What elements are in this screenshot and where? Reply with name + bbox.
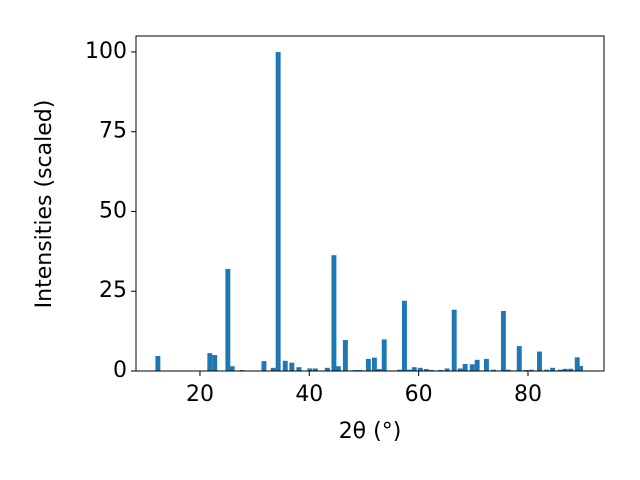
bar	[282, 360, 288, 371]
bar	[324, 367, 330, 371]
bar	[550, 367, 556, 371]
y-axis-label: Intensities (scaled)	[32, 100, 57, 309]
bar	[342, 340, 348, 371]
y-tick-label: 0	[113, 358, 127, 383]
bar	[401, 300, 407, 371]
bar	[457, 368, 463, 371]
bar	[544, 369, 550, 371]
x-axis-label: 2θ (°)	[339, 419, 402, 444]
bar	[537, 351, 542, 371]
bar	[275, 51, 281, 371]
x-tick-label: 60	[405, 382, 433, 407]
bar	[229, 366, 235, 371]
bar	[331, 255, 337, 371]
y-tick-label: 100	[85, 39, 127, 64]
bar	[406, 369, 412, 371]
bar	[225, 268, 231, 371]
bar	[335, 366, 341, 371]
y-tick-label: 50	[99, 198, 127, 223]
x-tick-label: 40	[295, 382, 323, 407]
bar	[562, 368, 568, 371]
bar	[557, 369, 563, 371]
bar	[444, 368, 450, 371]
bar	[483, 358, 489, 371]
bar	[574, 357, 580, 371]
x-tick-label: 80	[514, 382, 542, 407]
bar	[376, 369, 382, 371]
bar	[307, 368, 313, 371]
bar	[568, 368, 574, 371]
bar	[270, 367, 276, 371]
bar	[411, 367, 417, 371]
bar	[505, 369, 511, 371]
bar	[155, 356, 161, 371]
bar	[296, 367, 302, 371]
bar	[516, 346, 522, 371]
bar	[528, 369, 534, 371]
y-tick-label: 75	[99, 119, 127, 144]
bar	[371, 357, 377, 371]
y-tick-label: 25	[99, 278, 127, 303]
bar	[261, 361, 267, 371]
bar	[474, 359, 480, 371]
bar	[578, 365, 583, 371]
bar	[381, 339, 387, 371]
bar	[491, 369, 497, 371]
bar	[462, 363, 468, 371]
bar	[423, 369, 429, 371]
bar	[365, 358, 371, 371]
bar	[500, 311, 506, 371]
plot-frame	[135, 35, 605, 372]
bar	[207, 353, 213, 371]
bar	[289, 362, 295, 371]
bar	[397, 369, 402, 371]
bar	[451, 309, 457, 371]
bar	[212, 355, 218, 371]
bar	[469, 364, 475, 371]
bar	[417, 367, 423, 371]
bar	[312, 368, 318, 371]
x-tick-label: 20	[186, 382, 214, 407]
